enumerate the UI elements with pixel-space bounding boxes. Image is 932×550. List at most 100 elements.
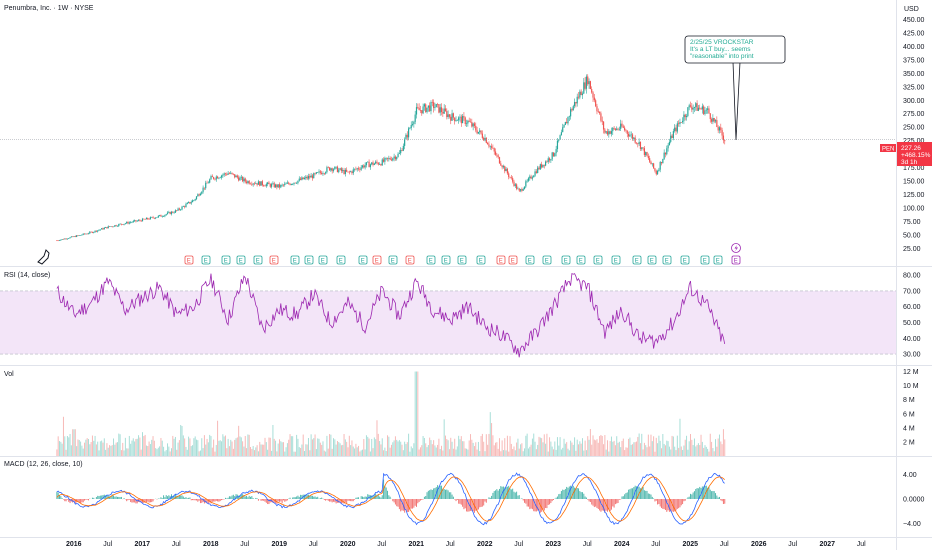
earnings-marker[interactable]: E [611,255,621,265]
earnings-marker[interactable]: E [372,255,382,265]
macd-histogram-bar [264,499,266,502]
lightning-icon[interactable] [731,243,741,253]
earnings-marker[interactable]: E [290,255,300,265]
volume-bar [352,446,354,456]
volume-bar [402,450,404,456]
earnings-marker[interactable]: E [304,255,314,265]
macd-histogram-bar [426,492,428,499]
macd-histogram-bar [657,499,659,505]
candle-body [172,211,174,213]
candle-body [257,181,260,185]
earnings-marker[interactable]: E [731,255,741,265]
candle-body [247,181,249,183]
candle-body [242,176,244,182]
volume-bar [441,445,443,456]
earnings-marker[interactable]: E [336,255,346,265]
candle-body [85,233,87,235]
macd-histogram-bar [248,495,250,499]
macd-title: MACD (12, 26, close, 10) [4,461,83,468]
earnings-marker-box [441,255,451,265]
volume-bar [701,441,703,456]
volume-bar [634,442,636,456]
volume-bar [114,444,116,456]
earnings-marker[interactable]: E [476,255,486,265]
volume-bar [271,450,273,456]
earnings-marker-box [647,255,657,265]
candle-body [506,168,508,174]
candle-body [107,226,109,229]
annotation-callout[interactable]: 2/25/25 VROCKSTAR It's a LT buy... seems… [684,35,786,141]
volume-bar [155,448,157,456]
earnings-marker[interactable]: E [253,255,263,265]
volume-bar [110,445,112,456]
macd-histogram-bar [393,499,395,503]
volume-bar [693,438,695,456]
candle-body [219,177,221,179]
macd-histogram-bar [168,495,170,499]
earnings-marker[interactable]: E [221,255,231,265]
earnings-marker[interactable]: E [388,255,398,265]
volume-bar [581,438,583,456]
earnings-marker[interactable]: E [496,255,506,265]
volume-bar [605,449,607,456]
price-tick-label: 125.00 [903,192,925,199]
macd-histogram-bar [265,499,267,503]
earnings-marker[interactable]: E [457,255,467,265]
earnings-marker[interactable]: E [632,255,642,265]
earnings-marker[interactable]: E [647,255,657,265]
volume-bar [172,435,174,456]
macd-histogram-bar [617,499,619,504]
earnings-marker[interactable]: E [201,255,211,265]
candle-body [87,233,90,235]
earnings-marker[interactable]: E [426,255,436,265]
candle-body [559,135,561,140]
macd-histogram-bar [169,496,171,499]
candle-body [610,131,613,134]
earnings-marker[interactable]: E [542,255,552,265]
price-candles[interactable] [56,74,726,242]
macd-histogram-bar [618,499,620,500]
earnings-marker[interactable]: E [525,255,535,265]
macd-histogram-bar [583,493,585,499]
earnings-marker[interactable]: E [713,255,723,265]
macd-histogram-bar [423,496,425,499]
volume-bar [659,440,661,456]
time-axis-label: Jul [377,541,386,548]
macd-histogram-bar [327,499,329,501]
earnings-marker[interactable]: E [358,255,368,265]
candle-body [198,194,200,196]
earnings-marker[interactable]: E [184,255,194,265]
macd-histogram-bar [401,499,403,511]
macd-histogram-bar [664,499,666,510]
macd-histogram-bar [128,499,130,500]
candle-body [328,167,331,171]
volume-bar [59,441,61,456]
svg-text:+468.15%: +468.15% [901,152,931,159]
earnings-marker[interactable]: E [441,255,451,265]
candle-body [389,158,391,160]
earnings-marker[interactable]: E [508,255,518,265]
volume-bar [603,444,605,456]
earnings-marker[interactable]: E [318,255,328,265]
macd-histogram-bar [400,499,402,512]
volume-bar [70,445,72,456]
volume-bar [107,447,109,456]
candle-body [629,135,631,137]
earnings-marker[interactable]: E [662,255,672,265]
earnings-marker[interactable]: E [700,255,710,265]
earnings-marker[interactable]: E [236,255,246,265]
earnings-marker[interactable]: E [405,255,415,265]
earnings-marker[interactable]: E [561,255,571,265]
candle-body [223,173,225,175]
earnings-marker[interactable]: E [269,255,279,265]
earnings-marker[interactable]: E [680,255,690,265]
earnings-marker[interactable]: E [593,255,603,265]
macd-histogram-bar [177,495,179,499]
macd-histogram-bar [715,493,717,499]
candle-body [243,178,245,182]
earnings-marker[interactable]: E [576,255,586,265]
candle-body [194,199,196,201]
volume-bar [388,436,390,456]
